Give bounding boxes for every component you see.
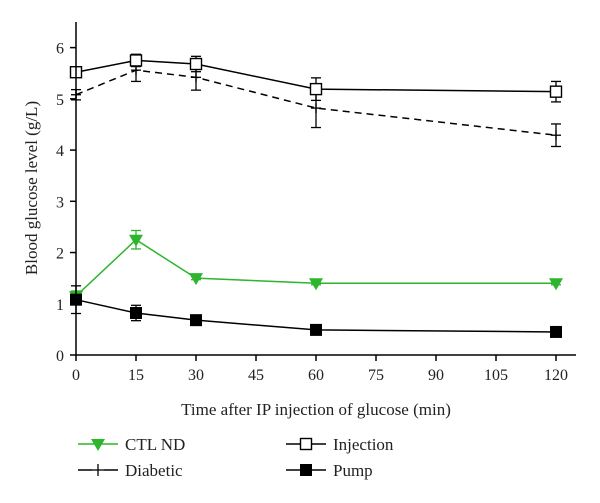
y-tick-label: 6	[56, 41, 64, 58]
data-point-diabetic	[311, 103, 321, 114]
legend-item-ctl-nd: CTL ND	[78, 435, 185, 454]
x-ticks: 0 15 30 45 60 75 90 105 120	[72, 355, 568, 384]
data-point-injection	[309, 82, 323, 96]
data-point-diabetic	[191, 72, 201, 83]
data-point-ctl-nd	[129, 234, 143, 247]
data-point-pump	[130, 306, 142, 319]
data-point-pump	[550, 325, 562, 338]
x-tick-label: 30	[188, 367, 204, 384]
x-tick-label: 120	[544, 367, 568, 384]
series-pump	[70, 285, 562, 338]
legend-label-diabetic: Diabetic	[125, 461, 183, 480]
y-tick-label: 5	[56, 92, 64, 109]
x-tick-label: 0	[72, 367, 80, 384]
legend-label-ctl-nd: CTL ND	[125, 435, 185, 454]
series-diabetic	[71, 58, 561, 148]
y-tick-label: 2	[56, 246, 64, 263]
data-point-ctl-nd	[189, 273, 203, 286]
data-point-diabetic	[551, 130, 561, 141]
data-point-pump	[310, 323, 322, 336]
y-tick-label: 1	[56, 297, 64, 314]
y-tick-label: 0	[56, 348, 64, 365]
data-point-injection	[129, 54, 143, 67]
legend: CTL ND Diabetic Injection Pump	[78, 435, 394, 480]
series-ctl-nd	[69, 229, 563, 304]
data-point-pump	[190, 314, 202, 327]
legend-item-diabetic: Diabetic	[78, 461, 183, 480]
x-tick-label: 105	[484, 367, 508, 384]
x-tick-label: 90	[428, 367, 444, 384]
x-tick-label: 15	[128, 367, 144, 384]
data-point-injection	[189, 57, 203, 71]
x-tick-label: 75	[368, 367, 384, 384]
x-tick-label: 45	[248, 367, 264, 384]
legend-label-injection: Injection	[333, 435, 394, 454]
data-point-injection	[549, 85, 563, 98]
legend-item-injection: Injection	[286, 435, 394, 454]
data-point-ctl-nd	[309, 278, 323, 291]
plot-area	[69, 53, 563, 338]
y-tick-label: 4	[56, 143, 64, 160]
data-point-ctl-nd	[549, 278, 563, 291]
legend-label-pump: Pump	[333, 461, 373, 480]
legend-item-pump: Pump	[286, 461, 373, 480]
y-tick-label: 3	[56, 194, 64, 211]
y-ticks: 0 1 2 3 4 5 6	[56, 41, 76, 365]
x-axis-title: Time after IP injection of glucose (min)	[181, 400, 451, 419]
x-tick-label: 60	[308, 367, 324, 384]
y-axis-title: Blood glucose level (g/L)	[22, 101, 41, 275]
series-injection	[69, 53, 563, 103]
